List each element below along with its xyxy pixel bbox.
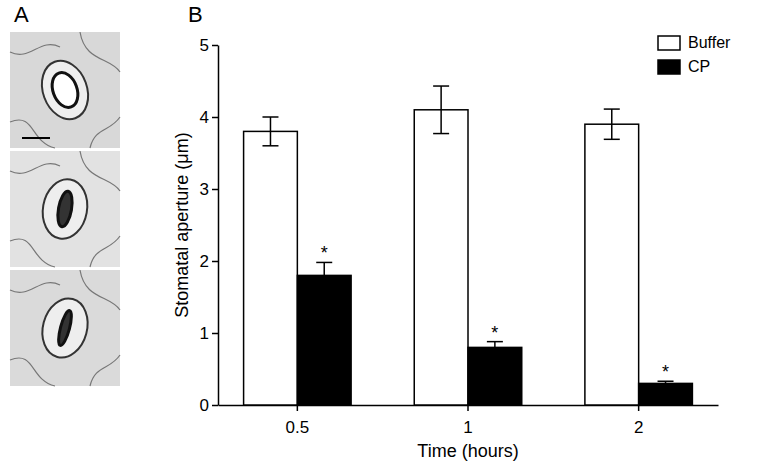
y-tick-mark bbox=[212, 333, 218, 335]
x-tick-mark bbox=[467, 405, 469, 411]
error-line bbox=[611, 109, 613, 139]
y-tick: 5 bbox=[200, 36, 218, 55]
x-axis: 0.5 1 2 bbox=[219, 405, 719, 437]
guard-cells bbox=[38, 176, 92, 243]
significance-marker: * bbox=[321, 243, 328, 263]
panel-label: B bbox=[188, 2, 203, 27]
legend-label: Buffer bbox=[688, 34, 731, 51]
plot-area bbox=[244, 86, 693, 405]
y-tick-mark bbox=[212, 261, 218, 263]
legend-item: CP bbox=[658, 58, 710, 75]
x-tick: 0.5 bbox=[286, 405, 310, 437]
error-line bbox=[494, 342, 496, 354]
error-cap bbox=[658, 385, 674, 387]
y-tick: 0 bbox=[200, 396, 218, 415]
error-line bbox=[270, 117, 272, 146]
panel-label: A bbox=[14, 2, 29, 27]
micrograph bbox=[10, 32, 120, 148]
pore bbox=[56, 309, 74, 346]
bar bbox=[468, 347, 522, 405]
bar bbox=[585, 124, 639, 405]
x-tick-mark bbox=[638, 405, 640, 411]
x-tick-label: 1 bbox=[463, 418, 472, 437]
legend-swatch bbox=[658, 36, 680, 50]
annotations: * * * bbox=[321, 243, 669, 382]
significance-marker: * bbox=[491, 323, 498, 343]
figure: A B 0 1 2 3 4 5 0.5 1 2 Time (hours) Stomatal apertu… bbox=[0, 0, 768, 469]
y-tick-label: 2 bbox=[200, 252, 209, 271]
legend-swatch bbox=[658, 60, 680, 74]
legend: Buffer CP bbox=[658, 34, 731, 75]
y-tick: 2 bbox=[200, 252, 218, 271]
error-cap bbox=[433, 133, 449, 135]
y-tick-label: 4 bbox=[200, 108, 209, 127]
error-cap bbox=[262, 145, 278, 147]
y-tick: 4 bbox=[200, 108, 218, 127]
y-tick-label: 5 bbox=[200, 36, 209, 55]
stoma bbox=[34, 54, 96, 125]
micrograph-background bbox=[10, 270, 120, 386]
x-tick-label: 0.5 bbox=[286, 418, 310, 437]
cell-wall bbox=[10, 151, 120, 267]
bar bbox=[244, 131, 298, 405]
error-line bbox=[323, 262, 325, 288]
guard-cells bbox=[36, 293, 94, 362]
micrograph-background bbox=[10, 32, 120, 148]
y-tick-mark bbox=[212, 189, 218, 191]
pore bbox=[48, 69, 83, 111]
y-tick-mark bbox=[212, 405, 218, 407]
scale-bar bbox=[22, 137, 50, 139]
error-cap bbox=[316, 288, 332, 290]
legend-item: Buffer bbox=[658, 34, 731, 51]
error-bar bbox=[316, 262, 332, 288]
guard-cells bbox=[34, 54, 96, 125]
error-bar bbox=[604, 109, 620, 139]
micrograph-background bbox=[10, 151, 120, 267]
micrograph bbox=[10, 151, 120, 267]
y-tick-label: 0 bbox=[200, 396, 209, 415]
x-tick: 1 bbox=[463, 405, 472, 437]
bar bbox=[639, 383, 693, 405]
error-bar bbox=[433, 86, 449, 134]
error-cap bbox=[433, 85, 449, 87]
y-tick-label: 3 bbox=[200, 180, 209, 199]
stoma bbox=[38, 176, 92, 243]
y-tick: 1 bbox=[200, 324, 218, 343]
x-tick: 2 bbox=[634, 405, 643, 437]
x-tick-label: 2 bbox=[634, 418, 643, 437]
y-tick: 3 bbox=[200, 180, 218, 199]
cell-wall bbox=[10, 32, 120, 148]
bar bbox=[297, 275, 351, 405]
x-axis-title: Time (hours) bbox=[417, 441, 518, 461]
y-tick-mark bbox=[212, 45, 218, 47]
error-line bbox=[440, 86, 442, 134]
error-cap bbox=[262, 116, 278, 118]
panel-a bbox=[10, 32, 120, 386]
significance-marker: * bbox=[662, 362, 669, 382]
y-tick-label: 1 bbox=[200, 324, 209, 343]
error-cap bbox=[604, 108, 620, 110]
error-cap bbox=[604, 139, 620, 141]
error-bar bbox=[487, 342, 503, 354]
micrograph bbox=[10, 270, 120, 386]
error-bar bbox=[262, 117, 278, 146]
bar bbox=[414, 110, 468, 405]
pore bbox=[55, 190, 74, 228]
stoma bbox=[36, 293, 94, 362]
y-axis: 0 1 2 3 4 5 bbox=[200, 36, 219, 415]
series bbox=[297, 262, 692, 405]
cell-wall bbox=[10, 270, 120, 386]
error-cap bbox=[487, 352, 503, 354]
x-tick-mark bbox=[297, 405, 299, 411]
y-axis-line bbox=[218, 46, 220, 406]
legend-label: CP bbox=[688, 58, 710, 75]
series bbox=[244, 86, 639, 405]
y-axis-title: Stomatal aperture (μm) bbox=[172, 132, 192, 317]
y-tick-mark bbox=[212, 117, 218, 119]
